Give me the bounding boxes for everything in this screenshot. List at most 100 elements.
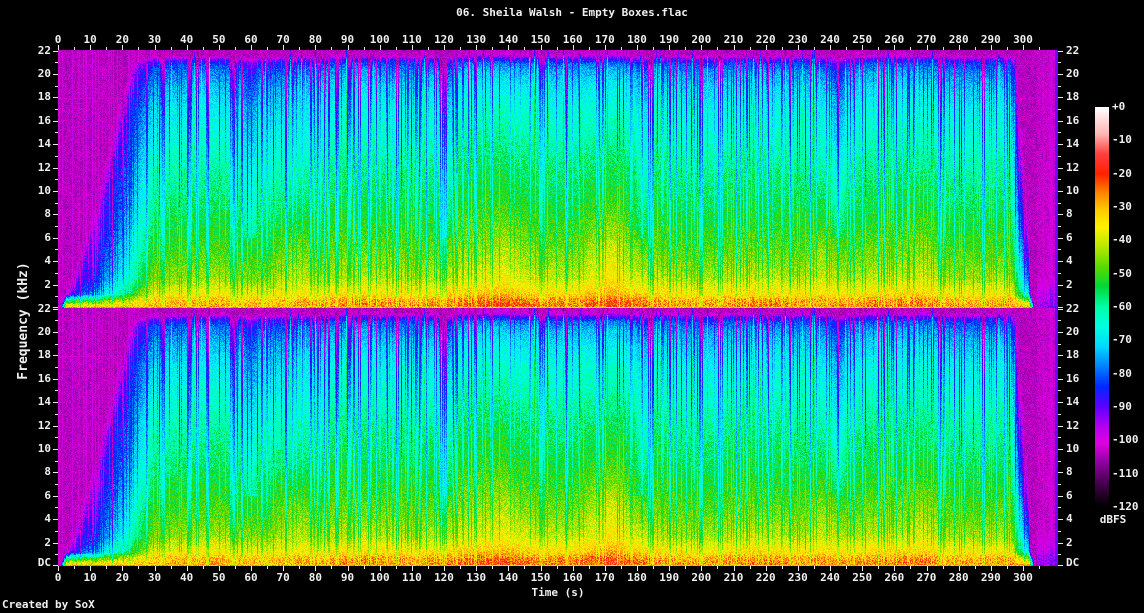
time-minor-tick: [234, 47, 236, 50]
db-tick-label: -100: [1112, 433, 1139, 447]
time-minor-tick: [781, 566, 783, 569]
time-tick-label: 70: [276, 571, 290, 584]
time-major-tick: [830, 566, 831, 571]
time-tick-label: 170: [594, 33, 615, 46]
freq-tick-label: 8: [44, 465, 51, 479]
time-minor-tick: [427, 566, 429, 569]
freq-tick-label: 6: [1066, 230, 1073, 244]
time-minor-tick: [813, 566, 815, 569]
time-major-tick: [58, 45, 59, 50]
time-tick-label: 10: [83, 33, 97, 46]
db-tick-label: -30: [1112, 200, 1132, 213]
freq-minor-tick: [1058, 202, 1061, 204]
freq-tick-label: 4: [44, 512, 51, 526]
freq-major-tick: [53, 284, 58, 286]
freq-tick-label: 6: [44, 230, 51, 244]
freq-minor-tick: [55, 202, 58, 204]
time-tick-label: 160: [562, 571, 583, 584]
freq-tick-label: 10: [1066, 441, 1080, 455]
time-major-tick: [926, 566, 928, 571]
time-tick-label: 290: [980, 571, 1001, 584]
freq-tick-label: 12: [1066, 160, 1080, 174]
time-major-tick: [572, 45, 574, 50]
freq-minor-tick: [55, 226, 58, 228]
time-major-tick: [604, 45, 606, 50]
freq-tick-label: 14: [1066, 137, 1080, 151]
time-minor-tick: [234, 566, 236, 569]
freq-tick-label: 12: [1066, 418, 1080, 432]
time-minor-tick: [524, 566, 526, 569]
time-tick-label: 220: [755, 33, 776, 46]
time-tick-label: 300: [1013, 571, 1033, 584]
time-minor-tick: [74, 566, 76, 569]
freq-major-tick: [53, 355, 58, 357]
freq-minor-tick: [1058, 484, 1061, 486]
freq-major-tick: [1058, 214, 1063, 216]
freq-minor-tick: [1058, 460, 1061, 462]
freq-major-tick: [1058, 237, 1063, 239]
freq-major-tick: [53, 565, 58, 566]
freq-minor-tick: [1058, 249, 1061, 251]
freq-tick-label: 20: [1066, 66, 1080, 80]
time-tick-label: 200: [691, 33, 712, 46]
freq-major-tick: [53, 214, 58, 216]
time-major-tick: [926, 45, 928, 50]
time-major-tick: [186, 45, 188, 50]
time-minor-tick: [202, 47, 204, 50]
freq-tick-label: 16: [37, 113, 51, 127]
freq-tick-label: 2: [1066, 277, 1073, 291]
time-tick-label: 120: [434, 571, 454, 584]
time-tick-label: 0: [54, 571, 62, 584]
freq-tick-label: 2: [1066, 535, 1073, 549]
time-minor-tick: [685, 47, 687, 50]
freq-tick-label: 8: [1066, 465, 1073, 479]
time-minor-tick: [492, 566, 494, 569]
credit-text: Created by SoX: [2, 598, 95, 611]
time-major-tick: [733, 45, 735, 50]
time-minor-tick: [138, 566, 140, 569]
time-major-tick: [122, 45, 124, 50]
time-major-tick: [251, 45, 252, 50]
time-minor-tick: [653, 566, 655, 569]
freq-major-tick: [1058, 144, 1063, 146]
freq-dc-label: DC: [1066, 556, 1080, 569]
time-major-tick: [444, 566, 445, 571]
time-major-tick: [604, 566, 606, 571]
freq-tick-label: 20: [37, 324, 51, 338]
spectrogram-channel-right: [58, 308, 1058, 566]
time-major-tick: [218, 45, 220, 50]
time-tick-label: 140: [498, 571, 519, 584]
db-tick-label: -60: [1112, 300, 1132, 313]
time-tick-label: 90: [340, 33, 355, 46]
db-tick-label: -40: [1112, 233, 1132, 247]
time-minor-tick: [1039, 47, 1041, 50]
time-major-tick: [990, 566, 992, 571]
time-major-tick: [283, 566, 285, 571]
freq-major-tick: [53, 120, 58, 122]
freq-major-tick: [1058, 402, 1063, 404]
time-tick-label: 190: [659, 571, 680, 584]
time-tick-label: 50: [212, 33, 226, 46]
time-major-tick: [830, 45, 831, 50]
freq-tick-label: 18: [37, 348, 51, 362]
spectrogram-channel-left: [58, 50, 1058, 308]
freq-major-tick: [53, 261, 58, 263]
freq-major-tick: [1058, 284, 1063, 286]
freq-major-tick: [53, 472, 58, 474]
time-minor-tick: [717, 47, 719, 50]
freq-minor-tick: [55, 155, 58, 157]
time-major-tick: [251, 566, 252, 571]
time-tick-label: 140: [498, 33, 519, 46]
freq-minor-tick: [1058, 320, 1061, 322]
freq-minor-tick: [1058, 507, 1061, 509]
time-major-tick: [90, 45, 92, 50]
time-major-tick: [508, 566, 510, 571]
time-minor-tick: [138, 47, 140, 50]
time-tick-label: 100: [369, 571, 390, 584]
freq-major-tick: [53, 50, 58, 52]
time-minor-tick: [106, 47, 108, 50]
time-minor-tick: [846, 47, 848, 50]
freq-tick-label: 10: [37, 183, 51, 197]
time-major-tick: [540, 566, 542, 571]
